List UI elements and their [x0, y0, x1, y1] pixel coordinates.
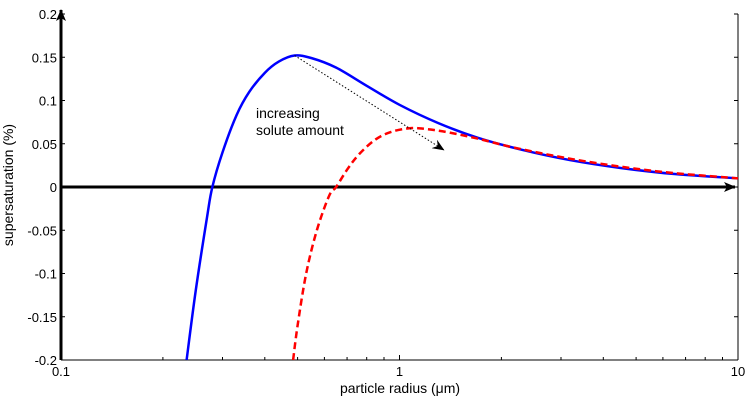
annotation-line-1: increasing	[256, 105, 320, 121]
y-tick-label: 0.1	[39, 94, 57, 109]
y-tick-label: 0	[50, 180, 57, 195]
y-tick-label: -0.05	[27, 223, 57, 238]
plot-area	[56, 9, 739, 361]
x-tick-label: 10	[731, 364, 745, 379]
annotation: increasing solute amount	[256, 105, 344, 138]
y-tick-label: -0.15	[27, 310, 57, 325]
y-axis-label: supersaturation (%)	[0, 124, 16, 246]
x-tick-label: 1	[396, 364, 403, 379]
y-tick-label: 0.05	[32, 137, 57, 152]
series-line-dashed	[291, 126, 739, 361]
annotation-arrow	[294, 55, 445, 151]
y-tick-label: 0.15	[32, 50, 57, 65]
series-line-solid	[185, 54, 739, 361]
x-axis-label: particle radius (μm)	[340, 380, 460, 396]
y-tick-labels: -0.2 -0.15 -0.1 -0.05 0 0.05 0.1 0.15 0.2	[27, 7, 57, 368]
y-tick-label: 0.2	[39, 7, 57, 22]
annotation-line-2: solute amount	[256, 122, 344, 138]
y-tick-label: -0.2	[35, 353, 57, 368]
x-tick-label: 0.1	[52, 364, 70, 379]
y-tick-label: -0.1	[35, 267, 57, 282]
x-tick-labels: 0.1 1 10	[52, 364, 745, 379]
